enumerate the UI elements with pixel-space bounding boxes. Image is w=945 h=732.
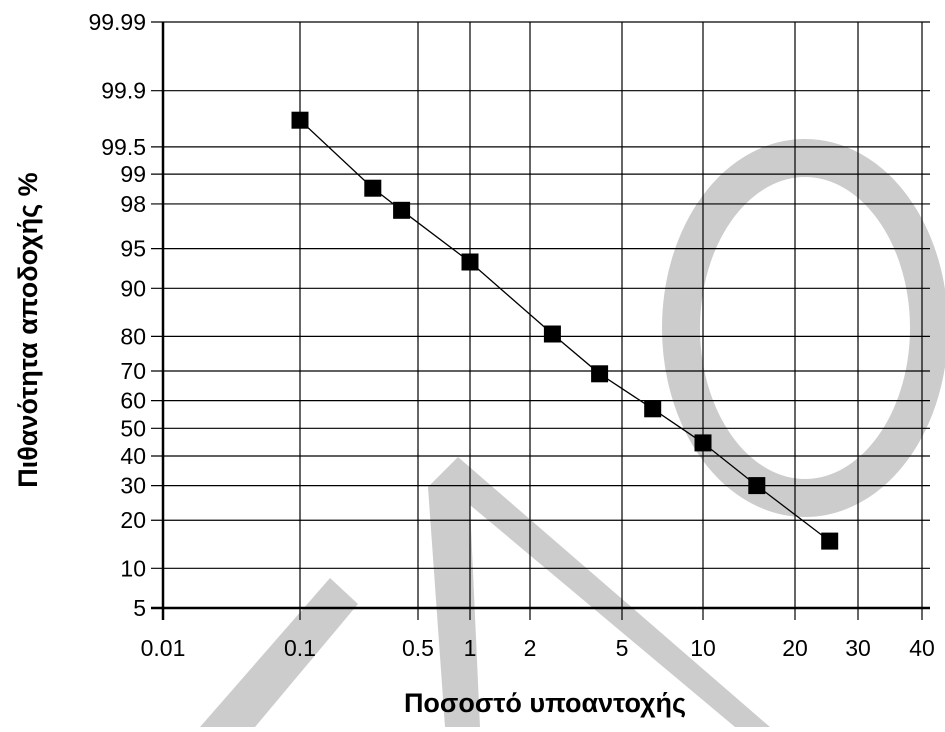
watermark [200, 139, 945, 727]
x-axis-title: Ποσοστό υποαντοχής [404, 688, 686, 718]
y-tick-label: 70 [120, 358, 146, 384]
x-tick-label: 0.5 [402, 635, 434, 661]
y-tick-label: 30 [120, 473, 146, 499]
data-point [543, 325, 561, 343]
y-tick-label: 80 [120, 323, 146, 349]
x-tick-label: 40 [909, 635, 935, 661]
x-tick-label: 2 [524, 635, 537, 661]
y-axis-title: Πιθανότητα αποδοχής % [13, 172, 43, 487]
series-line [299, 119, 831, 542]
x-tick-label: 0.1 [284, 635, 316, 661]
watermark-letter-o [662, 139, 945, 517]
x-tick-labels: 0.01 0.1 0.5 1 2 5 10 20 30 40 [141, 635, 935, 661]
data-point [694, 434, 712, 452]
x-tick-label: 30 [845, 635, 871, 661]
y-tick-label: 99.9 [101, 78, 146, 104]
y-tick-label: 5 [133, 595, 146, 621]
data-point [591, 365, 609, 383]
watermark-letter-lambda [428, 457, 770, 727]
data-point [821, 532, 839, 550]
y-tick-label: 99.99 [88, 9, 146, 35]
y-tick-label: 50 [120, 415, 146, 441]
watermark-letter-e [200, 578, 358, 727]
x-tick-label: 1 [464, 635, 477, 661]
data-point [748, 477, 766, 495]
data-point [291, 111, 309, 129]
data-point [393, 201, 411, 219]
y-tick-label: 60 [120, 388, 146, 414]
axes [151, 22, 930, 620]
y-tick-label: 95 [120, 236, 146, 262]
data-point [644, 400, 662, 418]
y-tick-label: 98 [120, 191, 146, 217]
data-point [364, 179, 382, 197]
x-tick-label: 5 [616, 635, 629, 661]
y-tick-label: 20 [120, 507, 146, 533]
y-tick-label: 99.5 [101, 134, 146, 160]
y-tick-label: 40 [120, 443, 146, 469]
x-tick-label: 20 [782, 635, 808, 661]
series [291, 111, 839, 550]
y-tick-label: 99 [120, 161, 146, 187]
data-point [461, 253, 479, 271]
y-tick-label: 90 [120, 275, 146, 301]
grid-lines [151, 21, 930, 620]
x-tick-label: 10 [690, 635, 716, 661]
x-tick-label: 0.01 [141, 635, 186, 661]
y-tick-label: 10 [120, 555, 146, 581]
